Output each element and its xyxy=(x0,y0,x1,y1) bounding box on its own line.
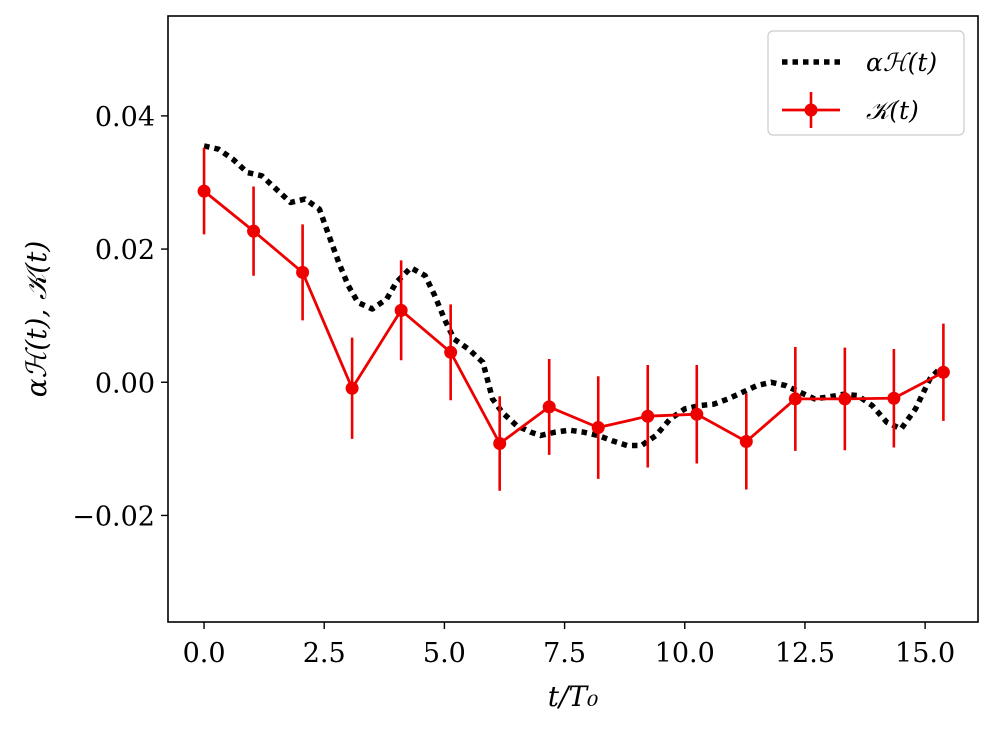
x-tick-label: 2.5 xyxy=(303,638,346,669)
legend-label-k: 𝒦(t) xyxy=(866,96,919,125)
series-k-point xyxy=(641,409,655,423)
series-k-point xyxy=(345,381,359,395)
y-tick-label: 0.00 xyxy=(95,368,155,399)
y-tick-label: 0.02 xyxy=(95,235,155,266)
series-k-point xyxy=(887,391,901,405)
series-k-point xyxy=(444,345,458,359)
series-k-point xyxy=(591,421,605,435)
axes-frame xyxy=(167,15,979,623)
y-axis-label: αℋ(t), 𝒦(t) xyxy=(20,241,53,398)
x-tick-label: 15.0 xyxy=(895,638,955,669)
legend-swatch-k-marker xyxy=(804,103,818,117)
series-k-point xyxy=(493,437,507,451)
x-tick-label: 0.0 xyxy=(183,638,226,669)
series-k-point xyxy=(838,392,852,406)
x-tick-label: 12.5 xyxy=(775,638,835,669)
legend: αℋ(t) 𝒦(t) xyxy=(767,30,965,136)
plot-area xyxy=(197,143,950,491)
series-k-point xyxy=(296,265,310,279)
x-tick-label: 5.0 xyxy=(423,638,466,669)
series-k-point xyxy=(690,407,704,421)
series-k-point xyxy=(197,184,211,198)
series-k-point xyxy=(247,224,261,238)
x-axis-label: t/T₀ xyxy=(548,680,599,713)
x-tick-label: 7.5 xyxy=(543,638,586,669)
series-k-point xyxy=(542,400,556,414)
y-tick-label: −0.02 xyxy=(72,501,155,532)
series-k-line xyxy=(203,190,945,445)
series-k-point xyxy=(394,303,408,317)
y-axis-ticks: −0.02 0.00 0.02 0.04 xyxy=(72,102,168,532)
series-k-point xyxy=(788,392,802,406)
series-k-point xyxy=(739,435,753,449)
x-axis-ticks: 0.0 2.5 5.0 7.5 10.0 12.5 15.0 xyxy=(183,622,955,669)
x-tick-label: 10.0 xyxy=(655,638,715,669)
series-h-line xyxy=(203,143,942,449)
y-tick-label: 0.04 xyxy=(95,102,155,133)
series-k-point xyxy=(936,365,950,379)
legend-label-h: αℋ(t) xyxy=(866,48,937,77)
